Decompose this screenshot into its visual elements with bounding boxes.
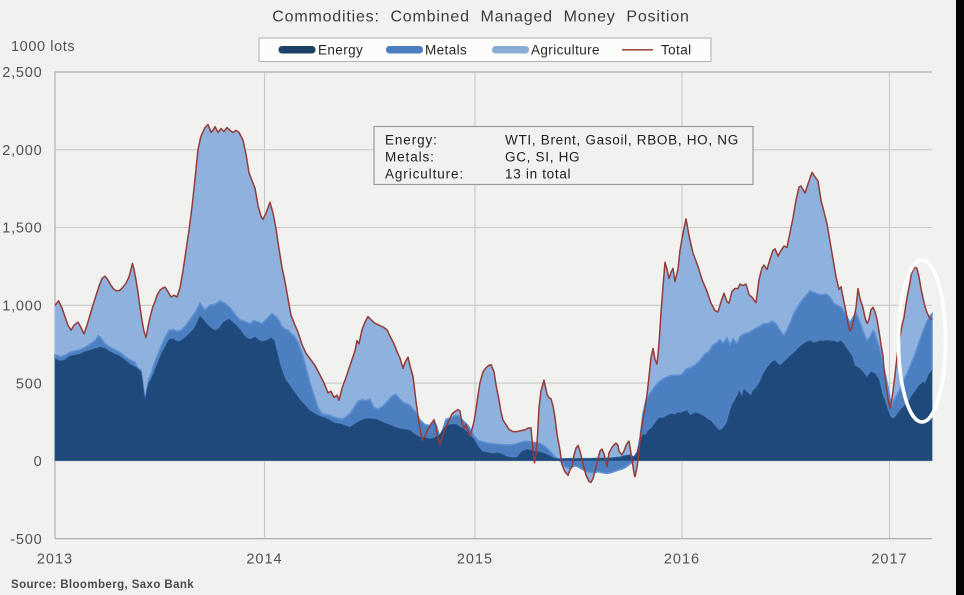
svg-text:Metals: Metals — [425, 43, 467, 58]
svg-text:Total: Total — [661, 43, 692, 58]
svg-text:WTI, Brent, Gasoil, RBOB, HO,: WTI, Brent, Gasoil, RBOB, HO, NG — [505, 133, 739, 148]
svg-text:2014: 2014 — [246, 552, 282, 568]
svg-text:GC, SI, HG: GC, SI, HG — [505, 150, 580, 165]
svg-text:Energy:: Energy: — [385, 133, 438, 148]
svg-text:1000 lots: 1000 lots — [11, 39, 75, 55]
svg-text:Agriculture: Agriculture — [531, 43, 600, 58]
svg-text:2013: 2013 — [37, 552, 73, 568]
svg-text:13 in total: 13 in total — [505, 167, 571, 182]
svg-text:Source: Bloomberg, Saxo Bank: Source: Bloomberg, Saxo Bank — [11, 579, 194, 591]
svg-text:Energy: Energy — [318, 43, 363, 58]
svg-text:Metals:: Metals: — [385, 150, 435, 165]
svg-text:2015: 2015 — [457, 552, 493, 568]
svg-text:Commodities: Combined Manage: Commodities: Combined Managed Money Posi… — [272, 9, 689, 26]
svg-text:-500: -500 — [10, 532, 42, 548]
svg-text:1,500: 1,500 — [2, 221, 42, 237]
svg-text:2,000: 2,000 — [2, 143, 42, 159]
svg-text:Agriculture:: Agriculture: — [385, 167, 464, 182]
svg-text:2016: 2016 — [664, 552, 700, 568]
svg-text:1,000: 1,000 — [2, 299, 42, 315]
svg-text:2,500: 2,500 — [2, 65, 42, 81]
svg-text:0: 0 — [34, 454, 43, 470]
svg-text:2017: 2017 — [871, 552, 907, 568]
svg-text:500: 500 — [16, 376, 43, 392]
